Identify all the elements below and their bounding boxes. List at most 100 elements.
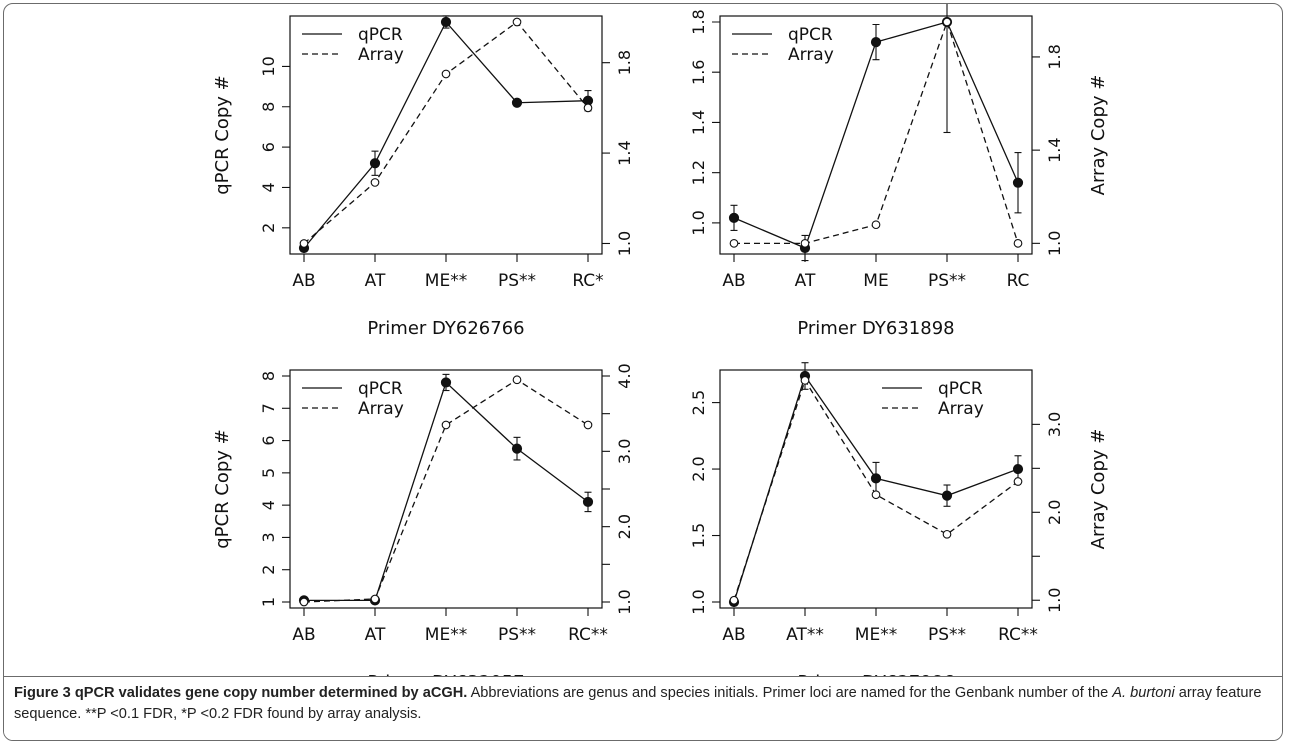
y-right-tick-label: 2.0 [1045, 500, 1064, 525]
y-left-tick-label: 7 [259, 403, 278, 413]
x-tick-label: AB [722, 271, 745, 291]
y-left-tick-label: 1.5 [689, 523, 708, 548]
y-left-tick-label: 8 [259, 102, 278, 112]
x-tick-label: ME** [425, 625, 467, 645]
x-tick-label: RC** [998, 625, 1038, 645]
legend-label: Array [358, 45, 404, 65]
legend-label: qPCR [358, 25, 403, 45]
legend-label: Array [358, 399, 404, 419]
point-array [942, 17, 952, 27]
y-left-tick-label: 6 [259, 142, 278, 152]
x-tick-label: ME [863, 271, 888, 291]
y-left-tick-label: 1.6 [689, 59, 708, 84]
y-left-tick-label: 4 [259, 182, 278, 192]
chart-panel-3: AB AT ME** PS** RC** Primer DY632057 1 2 3 4 5 6 7 8 q… [212, 363, 634, 676]
y-right-axis-label: Array Copy # [1088, 75, 1109, 196]
plot-frame [289, 369, 603, 609]
y-left-tick-label: 4 [259, 500, 278, 510]
caption-text-2: array feature sequence. **P <0.1 FDR, *P… [14, 685, 1262, 722]
point-qpcr [1012, 463, 1024, 475]
x-tick-label: AT [365, 271, 386, 291]
y-left-tick-label: 2 [259, 565, 278, 575]
x-tick-label: AB [292, 271, 315, 291]
y-left-tick-label: 3 [259, 532, 278, 542]
point-qpcr [941, 490, 953, 501]
series-line-array [303, 21, 589, 244]
caption-species: A. burtoni [1112, 685, 1175, 701]
x-tick-label: PS** [928, 271, 966, 291]
x-axis-label: Primer DY632057 [367, 672, 524, 676]
y-left-tick-label: 8 [259, 371, 278, 381]
y-left-tick-label: 1.0 [689, 589, 708, 614]
point-array [299, 239, 309, 248]
y-left-axis-label: qPCR Copy # [212, 75, 233, 195]
point-array [370, 178, 380, 187]
y-left-tick-label: 1 [259, 597, 278, 607]
point-array [512, 17, 522, 27]
y-left-tick-label: 2 [259, 223, 278, 233]
point-qpcr [1012, 177, 1024, 188]
chart-panel-4: AB AT** ME** PS** RC** Primer DY627986 1.0 1.5 2… [689, 362, 1109, 676]
charts-canvas: AB AT ME** PS** RC* Primer DY626766 2 4 6 8 10 qPCR… [212, 4, 1109, 676]
y-left-tick-label: 1.2 [689, 160, 708, 185]
point-array [441, 69, 451, 79]
x-axis-label: Primer DY626766 [367, 318, 524, 339]
y-left-axis-label: qPCR Copy # [212, 429, 233, 549]
point-array [871, 490, 881, 500]
point-qpcr [728, 212, 740, 223]
point-array [729, 595, 739, 605]
series-line-array [303, 378, 589, 603]
x-tick-label: ME** [425, 271, 467, 291]
point-qpcr [582, 496, 594, 508]
x-tick-label: AT [795, 271, 816, 291]
x-tick-label: AT [365, 625, 386, 645]
y-right-tick-label: 1.4 [1045, 137, 1064, 162]
x-tick-label: AT** [786, 625, 824, 645]
y-right-tick-label: 1.8 [1045, 44, 1064, 69]
chart-panel-1: AB AT ME** PS** RC* Primer DY626766 2 4 6 8 10 qPCR… [212, 15, 634, 339]
y-left-tick-label: 6 [259, 435, 278, 445]
x-axis-label: Primer DY627986 [797, 672, 954, 676]
y-left-tick-label: 2.0 [689, 456, 708, 481]
legend-label: Array [938, 399, 984, 419]
x-tick-label: AB [292, 625, 315, 645]
point-array [583, 103, 593, 113]
point-array [1013, 477, 1023, 486]
point-array [729, 238, 739, 248]
y-right-tick-label: 4.0 [615, 363, 634, 388]
point-qpcr [511, 443, 523, 454]
x-tick-label: PS** [928, 625, 966, 645]
caption-title: Figure 3 qPCR validates gene copy number… [14, 685, 468, 701]
point-qpcr [369, 158, 381, 169]
y-left-tick-label: 10 [259, 56, 278, 76]
legend-label: qPCR [788, 25, 833, 45]
y-right-tick-label: 3.0 [1045, 412, 1064, 437]
figure-caption: Figure 3 qPCR validates gene copy number… [14, 683, 1276, 725]
y-right-tick-label: 1.8 [615, 50, 634, 75]
series-line-qpcr [304, 381, 589, 602]
y-right-tick-label: 2.0 [615, 514, 634, 539]
x-tick-label: RC* [572, 271, 603, 291]
figure-frame: AB AT ME** PS** RC* Primer DY626766 2 4 6 8 10 qPCR… [3, 3, 1283, 741]
y-left-tick-label: 5 [259, 468, 278, 478]
y-right-axis-label: Array Copy # [1088, 429, 1109, 550]
point-array [800, 238, 810, 248]
y-right-tick-label: 1.0 [1045, 231, 1064, 256]
y-right-tick-label: 3.0 [615, 439, 634, 464]
point-array [942, 529, 952, 539]
y-left-tick-label: 1.4 [689, 110, 708, 135]
point-array [800, 376, 810, 385]
x-tick-label: ME** [855, 625, 897, 645]
y-right-tick-label: 1.0 [615, 589, 634, 614]
y-right-tick-label: 1.0 [1045, 588, 1064, 613]
y-left-tick-label: 2.5 [689, 390, 708, 415]
y-left-tick-label: 1.8 [689, 9, 708, 34]
point-qpcr [440, 16, 452, 28]
point-array [512, 375, 522, 385]
point-qpcr [440, 377, 452, 388]
x-tick-label: RC [1007, 271, 1030, 291]
x-tick-label: RC** [568, 625, 608, 645]
point-array [370, 594, 380, 604]
y-left-tick-label: 1.0 [689, 210, 708, 235]
legend-label: Array [788, 45, 834, 65]
